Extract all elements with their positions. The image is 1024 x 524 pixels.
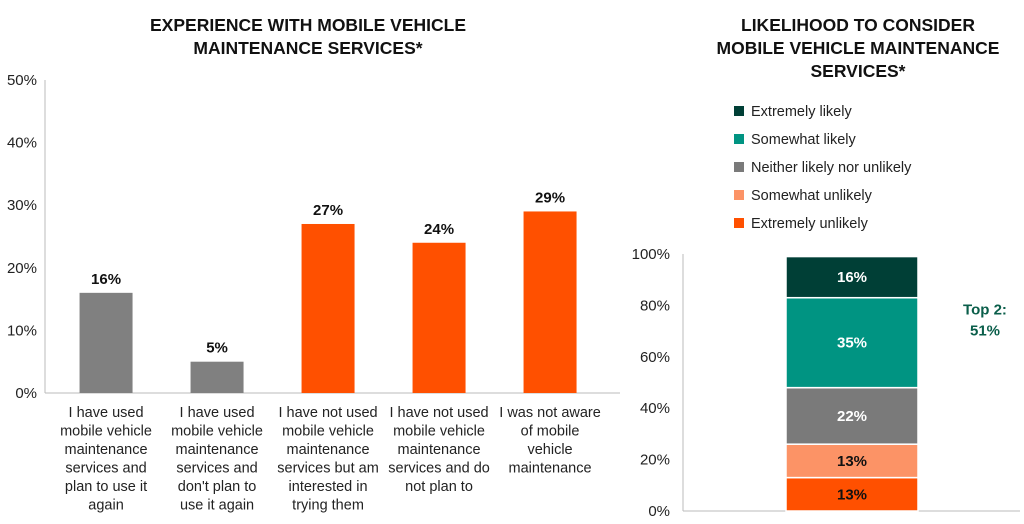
data-label: 29% xyxy=(535,189,565,206)
likelihood-chart: LIKELIHOOD TO CONSIDER MOBILE VEHICLE MAI… xyxy=(632,15,1020,520)
legend-swatch xyxy=(734,106,744,116)
category-label-line: not plan to xyxy=(405,479,473,495)
segment-label: 16% xyxy=(837,269,867,286)
category-label-line: I have used xyxy=(69,405,144,421)
category-label-line: I was not aware xyxy=(499,405,601,421)
segment-label: 22% xyxy=(837,408,867,425)
category-label-line: services and xyxy=(65,461,146,477)
category-label-line: maintenance xyxy=(398,442,481,458)
category-label-line: maintenance xyxy=(287,442,370,458)
category-label-line: of mobile xyxy=(521,424,580,440)
category-label-line: maintenance xyxy=(176,442,259,458)
stack-segment xyxy=(785,443,919,479)
segment-label: 13% xyxy=(837,453,867,470)
category-label-line: plan to use it xyxy=(65,479,147,495)
bar xyxy=(190,361,244,393)
annotation-line: Top 2: xyxy=(963,302,1007,319)
data-label: 24% xyxy=(424,221,454,238)
legend-swatch xyxy=(734,162,744,172)
category-label-line: maintenance xyxy=(509,461,592,477)
y-tick-label: 80% xyxy=(640,297,670,314)
category-label-line: mobile vehicle xyxy=(393,424,485,440)
legend-swatch xyxy=(734,134,744,144)
bar xyxy=(412,242,466,393)
y-tick-label: 0% xyxy=(15,385,37,402)
category-label-line: interested in xyxy=(289,479,368,495)
bar xyxy=(79,292,133,393)
y-tick-label: 40% xyxy=(7,135,37,152)
y-tick-label: 30% xyxy=(7,197,37,214)
x-category-label: I have not used mobile vehicle maintenance… xyxy=(277,405,379,514)
legend-label: Somewhat likely xyxy=(751,132,857,148)
stack-segment xyxy=(785,255,919,299)
x-category-label: I was not aware of mobile vehicle maintenan… xyxy=(499,405,601,477)
stack-segment xyxy=(785,296,919,389)
bar xyxy=(301,223,355,393)
y-tick-label: 50% xyxy=(7,72,37,89)
y-tick-label: 10% xyxy=(7,322,37,339)
legend-swatch xyxy=(734,190,744,200)
x-category-label: I have used mobile vehicle maintenance serv… xyxy=(171,405,263,514)
data-label: 16% xyxy=(91,271,121,288)
annotation-line: 51% xyxy=(970,323,1000,340)
category-label-line: vehicle xyxy=(527,442,572,458)
y-tick-label: 20% xyxy=(640,452,670,469)
legend-label: Extremely likely xyxy=(751,104,852,120)
chart-title: MAINTENANCE SERVICES* xyxy=(193,38,422,58)
data-label: 5% xyxy=(206,340,228,357)
category-label-line: again xyxy=(88,498,123,514)
legend-label: Somewhat unlikely xyxy=(751,188,873,204)
y-tick-label: 60% xyxy=(640,349,670,366)
y-tick-label: 0% xyxy=(648,503,670,520)
category-label-line: mobile vehicle xyxy=(171,424,263,440)
data-label: 27% xyxy=(313,202,343,219)
bar xyxy=(523,211,577,393)
category-label-line: I have used xyxy=(180,405,255,421)
segment-label: 35% xyxy=(837,335,867,352)
category-label-line: don't plan to xyxy=(178,479,257,495)
segment-label: 13% xyxy=(837,486,867,503)
category-label-line: services and do xyxy=(388,461,490,477)
legend-swatch xyxy=(734,218,744,228)
category-label-line: trying them xyxy=(292,498,364,514)
category-label-line: use it again xyxy=(180,498,254,514)
x-category-label: I have used mobile vehicle maintenance serv… xyxy=(60,405,152,514)
category-label-line: services and xyxy=(176,461,257,477)
chart-title: MOBILE VEHICLE MAINTENANCE xyxy=(717,38,1000,58)
category-label-line: services but am xyxy=(277,461,379,477)
x-category-label: I have not used mobile vehicle maintenance… xyxy=(388,405,490,495)
category-label-line: I have not used xyxy=(389,405,488,421)
legend-label: Extremely unlikely xyxy=(751,216,869,232)
category-label-line: I have not used xyxy=(278,405,377,421)
chart-title: LIKELIHOOD TO CONSIDER xyxy=(741,15,975,35)
stack-segment xyxy=(785,476,919,512)
chart-title: SERVICES* xyxy=(811,61,906,81)
experience-chart: EXPERIENCE WITH MOBILE VEHICLE MAINTENANC… xyxy=(7,15,620,514)
y-tick-label: 100% xyxy=(632,246,670,263)
category-label-line: mobile vehicle xyxy=(282,424,374,440)
top2-annotation: Top 2: 51% xyxy=(963,302,1007,340)
category-label-line: maintenance xyxy=(65,442,148,458)
legend-label: Neither likely nor unlikely xyxy=(751,160,912,176)
category-label-line: mobile vehicle xyxy=(60,424,152,440)
y-tick-label: 20% xyxy=(7,260,37,277)
chart-title: EXPERIENCE WITH MOBILE VEHICLE xyxy=(150,15,466,35)
y-tick-label: 40% xyxy=(640,400,670,417)
